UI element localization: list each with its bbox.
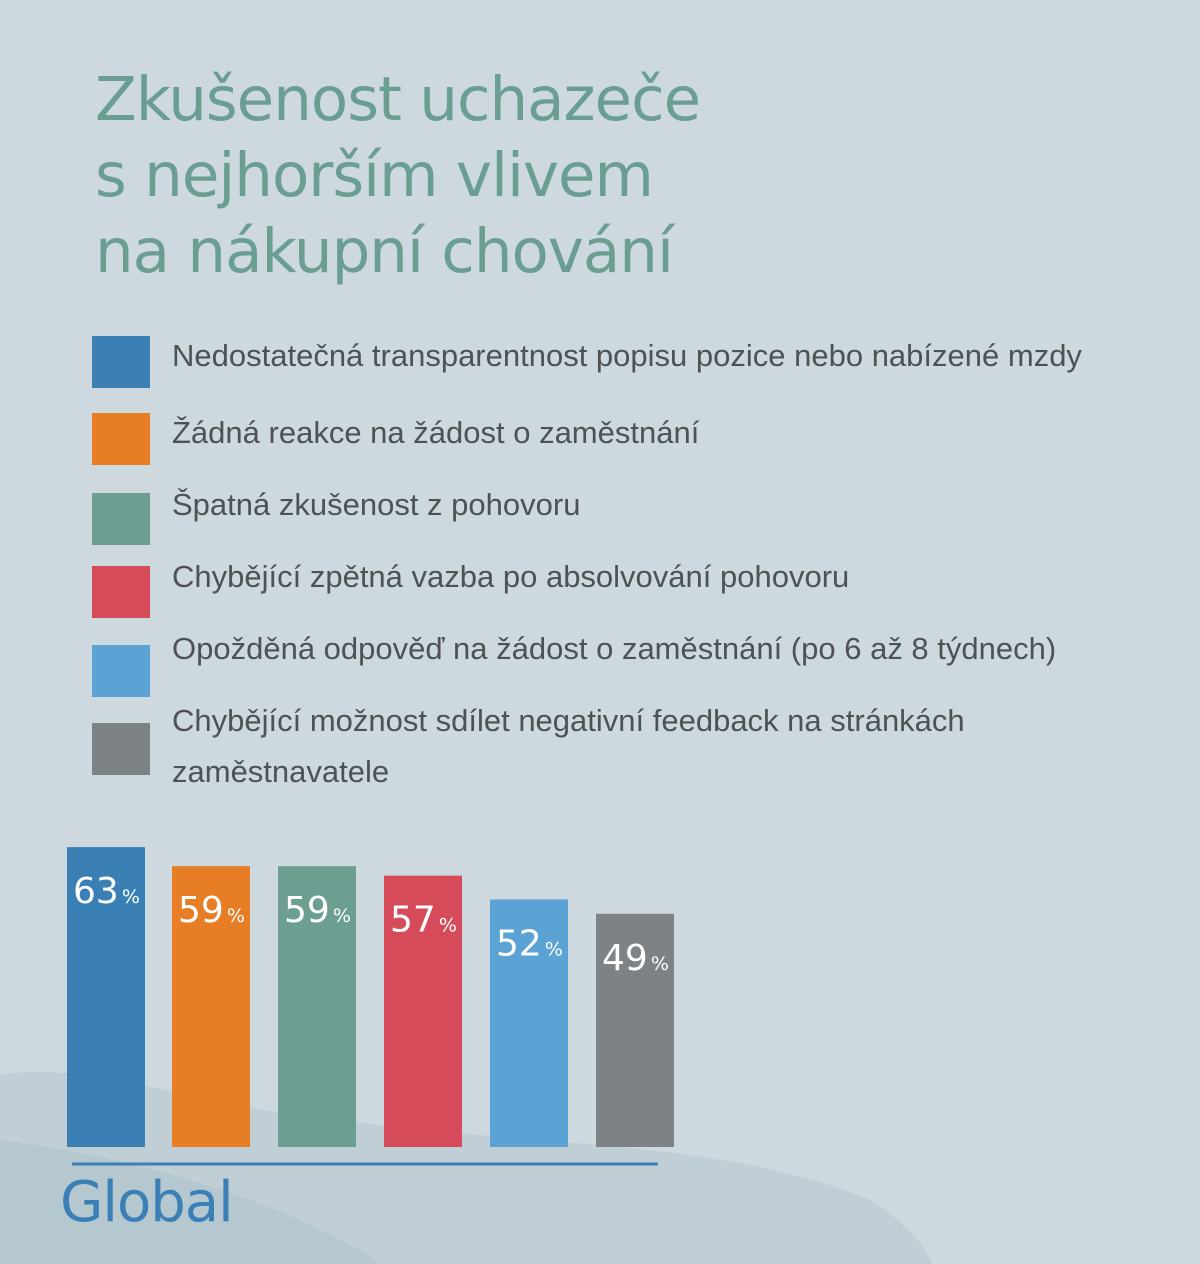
bar-value-label: 59% <box>284 890 351 931</box>
bar <box>278 866 356 1147</box>
legend-label: Opožděná odpověď na žádost o zaměstnání … <box>172 631 1057 666</box>
legend-swatch <box>92 336 150 388</box>
page-title: Zkušenost uchazeče s nejhorším vlivem na… <box>95 64 701 287</box>
bar-value-label: 63% <box>73 871 140 912</box>
legend-label: Žádná reakce na žádost o zaměstnání <box>172 415 700 450</box>
legend-label: Chybějící zpětná vazba po absolvování po… <box>172 559 850 594</box>
bar-value-label: 52% <box>496 923 563 964</box>
bar <box>67 847 145 1147</box>
bar <box>384 875 462 1147</box>
bar <box>596 913 674 1147</box>
legend-label: Špatná zkušenost z pohovoru <box>172 487 581 522</box>
legend-label: Nedostatečná transparentnost popisu pozi… <box>172 338 1082 373</box>
legend-swatch <box>92 566 150 618</box>
bar-value-label: 49% <box>602 938 669 979</box>
bar <box>490 899 568 1147</box>
bar <box>172 866 250 1147</box>
bar-value-label: 57% <box>390 900 457 941</box>
legend-label: Chybějící možnost sdílet negativní feedb… <box>172 703 965 789</box>
bar-value-label: 59% <box>178 890 245 931</box>
legend-swatch <box>92 645 150 697</box>
legend-swatch <box>92 413 150 465</box>
legend-swatch <box>92 493 150 545</box>
legend-swatch <box>92 723 150 775</box>
x-axis-category-label: Global <box>60 1170 234 1235</box>
